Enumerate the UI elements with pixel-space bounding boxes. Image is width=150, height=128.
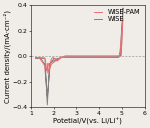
Legend: WiSE-PAM, WiSE: WiSE-PAM, WiSE [93, 8, 141, 24]
Line: WiSE-PAM: WiSE-PAM [36, 18, 123, 73]
WiSE [51, 61, 52, 63]
Y-axis label: Current density/(mA·cm⁻²): Current density/(mA·cm⁻²) [3, 10, 11, 103]
WiSE [35, 58, 36, 59]
WiSE-PAM [51, 63, 52, 65]
WiSE-PAM [57, 59, 58, 60]
WiSE [122, 7, 124, 9]
WiSE [46, 104, 48, 106]
WiSE [35, 58, 36, 59]
WiSE [56, 58, 58, 60]
WiSE-PAM [52, 62, 54, 63]
WiSE-PAM [121, 25, 123, 27]
WiSE-PAM [35, 57, 36, 58]
WiSE-PAM [35, 57, 36, 58]
WiSE [77, 57, 78, 58]
WiSE [36, 58, 38, 59]
WiSE-PAM [47, 72, 49, 74]
WiSE-PAM [122, 17, 124, 19]
WiSE-PAM [36, 57, 38, 58]
WiSE-PAM [79, 56, 81, 58]
WiSE [122, 15, 123, 17]
Line: WiSE: WiSE [36, 8, 123, 105]
X-axis label: Potetial/V(vs. Li/Li⁺): Potetial/V(vs. Li/Li⁺) [53, 117, 122, 125]
WiSE [52, 60, 54, 62]
